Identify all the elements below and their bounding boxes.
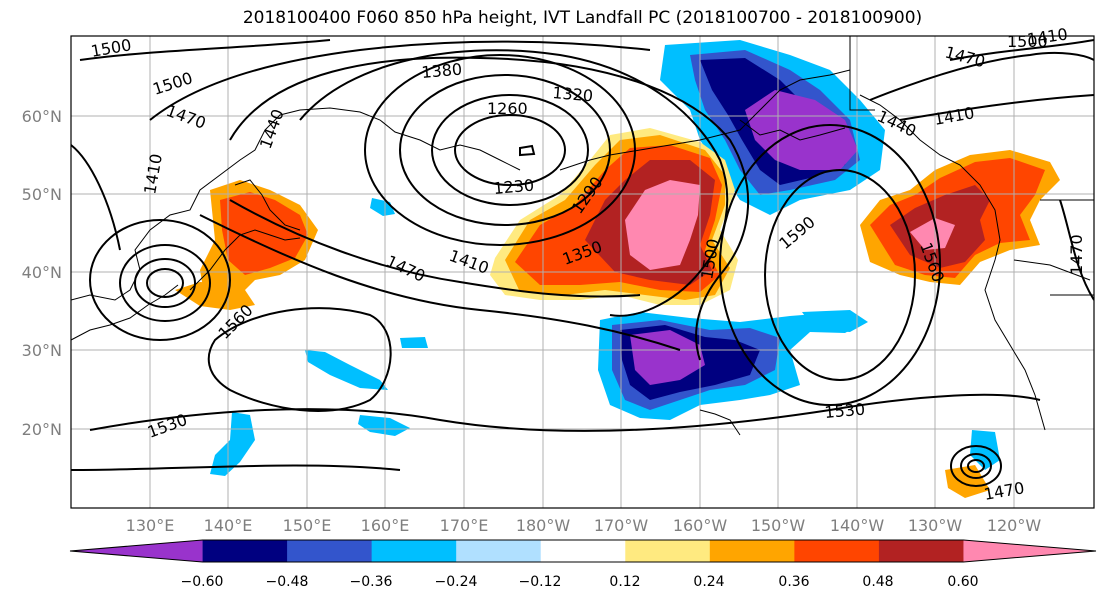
lon-label: 180°W xyxy=(516,516,571,535)
colorbar-tick-labels: −0.60 −0.48 −0.36 −0.24 −0.12 0.12 0.24 … xyxy=(181,574,979,590)
map-content xyxy=(71,36,1094,508)
contour-label: 1320 xyxy=(552,83,594,105)
lon-label: 150°W xyxy=(751,516,806,535)
colorbar-tick-label: −0.12 xyxy=(519,574,562,590)
colorbar-tick-label: 0.24 xyxy=(693,574,724,590)
colorbar-tick-label: −0.48 xyxy=(266,574,309,590)
colorbar-bin xyxy=(709,540,795,562)
contour-label: 1260 xyxy=(487,99,528,118)
lat-label: 50°N xyxy=(22,185,62,204)
colorbar-bin xyxy=(625,540,711,562)
contour-label: 1500 xyxy=(1007,32,1048,51)
lat-label: 20°N xyxy=(22,420,62,439)
colorbar-bin xyxy=(287,540,373,562)
lon-label: 170°E xyxy=(440,516,489,535)
lon-label: 140°E xyxy=(204,516,253,535)
lon-label: 130°E xyxy=(126,516,175,535)
lon-label-group: 130°E 140°E 150°E 160°E 170°E 180°W 170°… xyxy=(126,516,1042,535)
lon-label: 160°W xyxy=(673,516,728,535)
map-frame xyxy=(70,35,1095,509)
height-contours xyxy=(71,39,1094,487)
colorbar-tick-label: 0.60 xyxy=(947,574,978,590)
colorbar-bin xyxy=(202,540,288,562)
colorbar-tick-label: 0.12 xyxy=(609,574,640,590)
colorbar-outline xyxy=(69,539,1097,563)
lon-label: 130°W xyxy=(908,516,963,535)
colorbar-tick-label: 0.48 xyxy=(862,574,893,590)
ivt-negative-shading xyxy=(210,40,1000,476)
colorbar-tick-label: −0.36 xyxy=(350,574,393,590)
colorbar-bin xyxy=(963,540,1096,562)
lat-label: 60°N xyxy=(22,107,62,126)
contour-label: 1530 xyxy=(824,400,866,422)
contour-label: 1380 xyxy=(421,60,463,82)
colorbar-tick-label: −0.24 xyxy=(435,574,478,590)
lat-label-group: 60°N 50°N 40°N 30°N 20°N xyxy=(22,107,62,439)
lon-label: 140°W xyxy=(830,516,885,535)
colorbar-bin xyxy=(70,540,203,562)
colorbar-bin xyxy=(456,540,542,562)
coastlines xyxy=(71,36,1094,436)
lon-label: 170°W xyxy=(594,516,649,535)
lon-label: 150°E xyxy=(283,516,332,535)
colorbar-bin xyxy=(794,540,880,562)
ivt-positive-shading xyxy=(175,128,1060,498)
colorbar-bin xyxy=(371,540,457,562)
contour-label: 1230 xyxy=(493,176,535,198)
colorbar-bin xyxy=(878,540,964,562)
lon-label: 160°E xyxy=(361,516,410,535)
colorbar-bin xyxy=(540,540,626,562)
lon-label: 120°W xyxy=(987,516,1042,535)
lat-label: 30°N xyxy=(22,341,62,360)
map-title: 2018100400 F060 850 hPa height, IVT Land… xyxy=(242,8,923,28)
lat-label: 40°N xyxy=(22,263,62,282)
contour-label: 1470 xyxy=(1067,234,1086,275)
colorbar-tick-label: 0.36 xyxy=(778,574,809,590)
colorbar xyxy=(69,539,1097,563)
colorbar-tick-label: −0.60 xyxy=(181,574,224,590)
